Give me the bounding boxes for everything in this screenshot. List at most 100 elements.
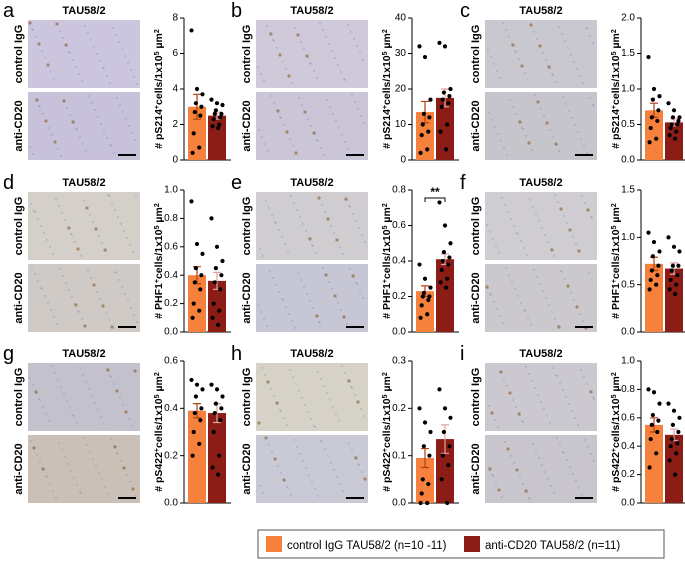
cell-speck (120, 460, 122, 462)
cell-speck (566, 459, 568, 461)
cell-speck (580, 369, 582, 371)
cell-speck (127, 62, 129, 64)
cell-speck (260, 73, 262, 75)
cell-speck (515, 468, 519, 472)
cell-speck (493, 301, 495, 303)
cell-speck (273, 40, 275, 42)
cell-speck (61, 449, 63, 451)
cell-speck (491, 474, 493, 476)
cell-speck (62, 99, 66, 103)
data-point (213, 266, 218, 271)
cell-speck (37, 42, 41, 46)
cell-speck (516, 232, 518, 234)
cell-speck (78, 73, 80, 75)
cell-speck (103, 130, 105, 132)
data-point (191, 301, 196, 306)
y-tick-label: 8 (172, 13, 178, 24)
cell-speck (504, 441, 506, 443)
cell-speck (34, 273, 36, 275)
cell-speck (354, 456, 356, 458)
data-point (219, 111, 224, 116)
cell-speck (41, 288, 43, 290)
cell-speck (317, 371, 319, 373)
cell-speck (31, 28, 33, 30)
y-tick-label: 0.8 (164, 213, 178, 224)
cell-speck (96, 53, 98, 55)
cell-speck (74, 241, 76, 243)
cell-speck (558, 150, 560, 152)
cell-speck (301, 397, 303, 399)
data-point (191, 131, 196, 136)
data-point (441, 429, 446, 435)
bar (416, 458, 434, 503)
y-axis-label: # pS422+cells/1x105 µm2 (381, 372, 393, 492)
data-point (198, 113, 203, 118)
cell-speck (109, 82, 111, 84)
micrograph (28, 192, 140, 260)
cell-speck (585, 27, 587, 29)
cell-speck (576, 68, 578, 70)
cell-speck (566, 284, 570, 288)
data-point (671, 244, 677, 249)
cell-speck (513, 225, 515, 227)
cell-speck (122, 111, 124, 113)
data-point (216, 125, 221, 131)
data-point (440, 258, 445, 264)
data-point (445, 122, 450, 127)
legend-swatch (464, 536, 480, 552)
cell-speck (44, 57, 46, 59)
cell-speck (520, 240, 522, 242)
data-point (425, 147, 430, 152)
y-axis-label-part: + (382, 105, 389, 109)
cell-speck (36, 454, 38, 456)
cell-speck (34, 211, 36, 213)
cell-speck (82, 143, 84, 145)
cell-speck (77, 310, 79, 312)
cell-speck (301, 104, 303, 106)
cell-speck (41, 467, 45, 471)
y-tick-label: 0.2 (392, 403, 406, 414)
cell-speck (290, 195, 292, 197)
cell-speck (58, 442, 60, 444)
cell-speck (354, 101, 356, 103)
data-point (666, 235, 671, 240)
cell-speck (100, 123, 102, 125)
cell-speck (287, 250, 289, 252)
cell-speck (32, 29, 34, 31)
cell-speck (331, 50, 333, 52)
cell-speck (85, 381, 87, 383)
cell-speck (38, 105, 40, 107)
cell-speck (324, 273, 328, 277)
data-point (210, 124, 215, 129)
panel-letter: b (231, 0, 242, 22)
cell-speck (88, 388, 90, 390)
cell-speck (52, 253, 54, 255)
micrograph (28, 92, 140, 160)
cell-speck (264, 374, 266, 376)
cell-speck (547, 241, 549, 243)
cell-speck (106, 75, 108, 77)
cell-speck (119, 397, 121, 399)
data-point (189, 199, 194, 204)
data-point (211, 117, 216, 122)
y-axis-label-part: µm (381, 207, 393, 225)
cell-speck (305, 467, 307, 469)
cell-speck (536, 276, 538, 278)
cell-speck (348, 205, 350, 207)
cell-speck (505, 29, 507, 31)
cell-speck (310, 125, 312, 127)
cell-speck (94, 402, 96, 404)
cell-speck (486, 224, 488, 226)
cell-speck (310, 63, 312, 65)
cell-speck (277, 465, 279, 467)
cell-speck (59, 30, 61, 32)
data-point (446, 101, 451, 106)
cell-speck (273, 102, 275, 104)
data-point (437, 200, 442, 205)
cell-speck (329, 106, 331, 108)
panel-title: TAU58/2 (62, 5, 105, 17)
data-point (657, 94, 662, 99)
cell-speck (70, 470, 72, 472)
data-point (649, 422, 654, 427)
cell-speck (302, 223, 304, 225)
